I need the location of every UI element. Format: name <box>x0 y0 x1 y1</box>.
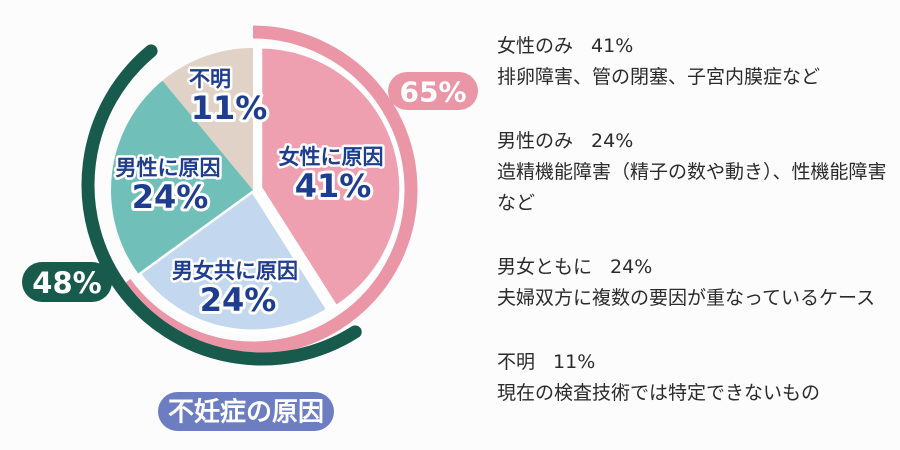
legend-description: 現在の検査技術では特定できないもの <box>497 382 821 404</box>
legend-description: 夫婦双方に複数の要因が重なっているケース <box>497 287 876 309</box>
legend-item-heading: 不明 11% <box>497 347 894 378</box>
chart-title-badge <box>158 392 334 431</box>
legend-item: 女性のみ 41% 排卵障害、管の閉塞、子宮内膜症など <box>497 31 894 93</box>
slice-percent: 24% <box>200 281 277 319</box>
slice-label: 不明 <box>189 67 231 91</box>
chart-title: 不妊症の原因 <box>168 397 324 428</box>
legend-percent: 24% <box>610 256 653 278</box>
legend-term: 男性のみ <box>497 130 574 152</box>
legend-item-heading: 男性のみ 24% <box>497 126 894 157</box>
pie-chart-area: 女性に原因 41% 男女共に原因 24% 男性に原因 24% 不明 11% 65% 48% 不妊症の… <box>22 25 478 431</box>
arc-badge-65% <box>388 72 478 110</box>
legend-percent: 41% <box>591 35 634 57</box>
legend-term: 不明 <box>497 351 536 373</box>
legend-description: 造精機能障害（精子の数や動き）、性機能障害など <box>497 161 887 214</box>
pie-slice-女性に原因 <box>257 43 405 311</box>
arc-badge-48% <box>22 262 112 302</box>
slice-percent: 41% <box>295 167 372 205</box>
slice-label: 男性に原因 <box>116 156 221 180</box>
overlay-arc-48% <box>81 44 362 366</box>
legend-item-heading: 女性のみ 41% <box>497 31 894 62</box>
legend-item-heading: 男女ともに 24% <box>497 252 894 283</box>
slice-percent: 24% <box>132 178 209 216</box>
pie-slice-男性に原因 <box>111 80 253 274</box>
overlay-arc-65% <box>119 25 418 355</box>
slice-label: 女性に原因 <box>279 145 384 169</box>
legend-percent: 11% <box>553 351 596 373</box>
legend-item: 男性のみ 24% 造精機能障害（精子の数や動き）、性機能障害など <box>497 126 894 219</box>
legend-item: 男女ともに 24% 夫婦双方に複数の要因が重なっているケース <box>497 252 894 314</box>
legend-item: 不明 11% 現在の検査技術では特定できないもの <box>497 347 894 409</box>
slice-label: 男女共に原因 <box>172 259 298 283</box>
arc-badge-label: 48% <box>32 266 101 300</box>
pie-slice-不明 <box>162 48 253 190</box>
pie-slice-男女共に原因 <box>135 187 332 335</box>
arc-badge-label: 65% <box>399 76 466 109</box>
legend-term: 女性のみ <box>497 35 574 57</box>
legend: 女性のみ 41% 排卵障害、管の閉塞、子宮内膜症など 男性のみ 24% 造精機能障害（精子… <box>497 31 894 442</box>
slice-percent: 11% <box>191 89 268 127</box>
legend-percent: 24% <box>591 130 634 152</box>
legend-description: 排卵障害、管の閉塞、子宮内膜症など <box>497 66 821 88</box>
legend-term: 男女ともに <box>497 256 593 278</box>
